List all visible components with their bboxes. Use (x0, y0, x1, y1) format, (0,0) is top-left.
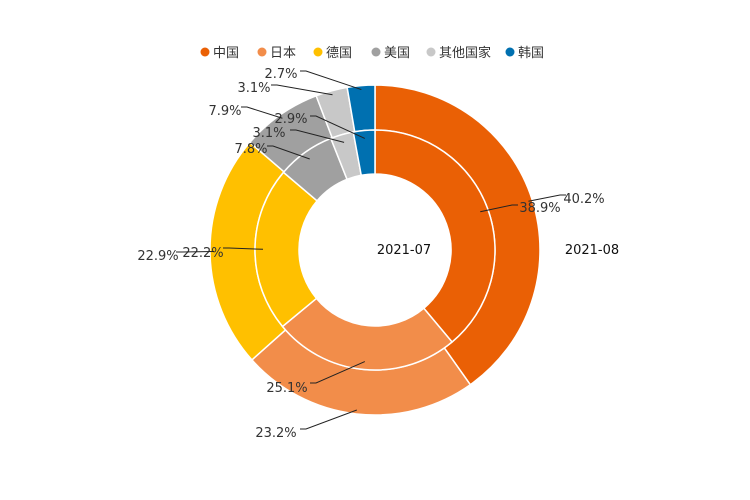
legend-item-5[interactable]: 其他国家 (426, 45, 492, 61)
legend-item-4[interactable]: 美国 (371, 46, 411, 61)
legend-label: 中国 (213, 46, 239, 61)
inner-data-label-6: 2.9% (274, 112, 307, 127)
legend-swatch (313, 47, 323, 57)
legend-item-2[interactable]: 日本 (257, 46, 297, 61)
legend-label: 美国 (384, 46, 410, 61)
legend-item-6[interactable]: 韩国 (505, 46, 545, 61)
legend-label: 韩国 (518, 46, 544, 61)
outer-data-label-4: 7.9% (208, 104, 241, 119)
outer-ring (209, 84, 541, 416)
outer-leader-line-2 (300, 409, 358, 430)
legend-swatch (426, 47, 436, 57)
legend-swatch (505, 47, 515, 57)
outer-leader-line-5 (271, 84, 333, 96)
legend-swatch (200, 47, 210, 57)
outer-data-label-2: 23.2% (255, 426, 296, 441)
inner-leader-line-4 (267, 145, 310, 160)
outer-leader-line-6 (300, 70, 362, 91)
legend-label: 日本 (270, 46, 296, 61)
inner-data-label-4: 7.8% (234, 142, 267, 157)
outer-data-label-6: 2.7% (264, 67, 297, 82)
inner-leader-line-6 (310, 115, 366, 139)
legend-swatch (371, 47, 381, 57)
inner-ring (254, 129, 496, 371)
inner-series-name: 2021-07 (377, 243, 431, 258)
outer-series-name: 2021-08 (565, 243, 619, 258)
outer-data-label-1: 40.2% (563, 192, 604, 207)
inner-data-label-2: 25.1% (266, 381, 307, 396)
inner-data-label-5: 3.1% (252, 126, 285, 141)
inner-leader-line-3 (223, 247, 264, 250)
outer-leader-line-4 (241, 106, 283, 119)
inner-data-label-1: 38.9% (519, 201, 560, 216)
legend: 中国 日本 德国 美国 其他国家 韩国 (200, 45, 545, 61)
inner-data-label-3: 22.2% (182, 246, 223, 261)
legend-item-1[interactable]: 中国 (200, 46, 240, 61)
inner-slice-6 (352, 129, 376, 177)
inner-leader-line-2 (310, 361, 366, 384)
legend-label: 德国 (326, 46, 352, 61)
outer-leader-line-1 (528, 194, 566, 202)
data-labels: 38.9%25.1%22.2%7.8%3.1%2.9%40.2%23.2%22.… (137, 67, 604, 441)
inner-slice-1 (374, 129, 496, 344)
outer-data-label-3: 22.9% (137, 249, 178, 264)
inner-leader-line-5 (290, 129, 345, 143)
inner-leader-line-1 (480, 204, 518, 213)
legend-item-3[interactable]: 德国 (313, 46, 353, 61)
legend-label: 其他国家 (439, 45, 491, 61)
legend-swatch (257, 47, 267, 57)
outer-data-label-5: 3.1% (237, 81, 270, 96)
